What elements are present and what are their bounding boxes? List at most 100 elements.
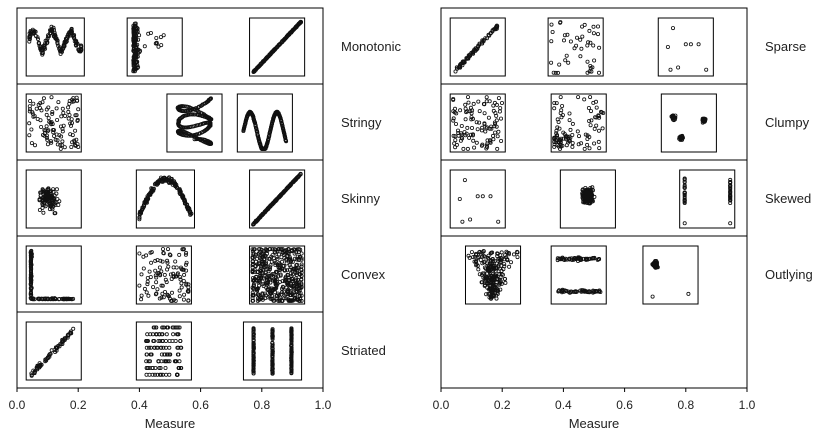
scatter-point: [163, 277, 168, 282]
scatter-point: [251, 354, 256, 359]
scatter-point: [456, 133, 461, 138]
scatter-point: [468, 217, 473, 222]
scatter-point: [553, 70, 558, 75]
scatter-point: [271, 200, 276, 205]
scatter-point: [491, 103, 496, 108]
scatter-point: [556, 144, 561, 149]
scatter-point: [155, 372, 160, 377]
scatter-point: [58, 142, 63, 147]
scatter-point: [145, 196, 150, 201]
row-label-skinny: Skinny: [341, 191, 381, 206]
scatter-point: [583, 132, 588, 137]
scatter-point: [289, 343, 294, 348]
scatter-point: [258, 62, 263, 67]
scatter-point: [486, 264, 491, 269]
scatter-point: [60, 129, 65, 134]
thumbnail-frame: [166, 93, 223, 153]
scatter-point: [40, 201, 45, 206]
scatter-point: [177, 325, 182, 330]
thumbnail-stringy-2: [166, 93, 223, 153]
scatter-point: [575, 35, 580, 40]
scatter-point: [62, 145, 67, 150]
scatter-point: [147, 192, 152, 197]
thumbnail-outlying-2: [550, 245, 607, 305]
scatter-point: [682, 191, 687, 196]
scatter-point: [484, 95, 489, 100]
scatter-point: [485, 145, 490, 150]
scatter-point: [157, 332, 162, 337]
scatter-point: [549, 39, 554, 44]
scatter-point: [260, 282, 265, 287]
scatter-point: [132, 69, 137, 74]
scatter-point: [173, 298, 178, 303]
scatter-point: [285, 268, 290, 273]
scatter-point: [64, 39, 69, 44]
scatter-point: [451, 118, 456, 123]
scatter-point: [163, 365, 168, 370]
scatter-point: [465, 125, 470, 130]
scatter-point: [137, 212, 142, 217]
scatter-point: [284, 285, 289, 290]
scatter-point: [67, 101, 72, 106]
scatter-point: [485, 261, 490, 266]
scatter-point: [468, 132, 473, 137]
scatter-point: [682, 194, 687, 199]
scatter-point: [41, 96, 46, 101]
scatter-point: [585, 43, 590, 48]
scatter-point: [470, 132, 475, 137]
thumbnail-skewed-3: [679, 169, 736, 229]
scatter-point: [145, 279, 150, 284]
scatter-point: [474, 140, 479, 145]
thumbnail-sparse-3: [657, 17, 714, 77]
scatter-point: [289, 347, 294, 352]
scatter-point: [28, 99, 33, 104]
scatter-point: [257, 279, 262, 284]
scatter-point: [173, 183, 178, 188]
scatter-point: [44, 124, 49, 129]
scatter-point: [581, 288, 586, 293]
scatter-point: [455, 128, 460, 133]
scatter-point: [40, 100, 45, 105]
scatter-point: [599, 109, 604, 114]
scatter-point: [277, 298, 282, 303]
scatter-point: [585, 142, 590, 147]
scatter-point: [27, 107, 32, 112]
scatter-point: [178, 277, 183, 282]
scatter-point: [251, 367, 256, 372]
scatter-point: [66, 333, 71, 338]
scatter-point: [182, 272, 187, 277]
scatter-point: [282, 279, 287, 284]
scatter-point: [286, 247, 291, 252]
scatter-point: [186, 282, 191, 287]
scatter-point: [27, 31, 32, 36]
x-tick-label: 0.4: [131, 398, 148, 412]
scatter-point: [171, 265, 176, 270]
scatter-point: [273, 262, 278, 267]
scatter-point: [578, 37, 583, 42]
thumbnail-stringy-1: [25, 93, 82, 153]
scatter-point: [299, 284, 304, 289]
scatter-point: [592, 58, 597, 63]
scatter-point: [682, 200, 687, 205]
scatter-point: [190, 112, 195, 117]
scatter-point: [48, 139, 53, 144]
scatter-point: [132, 53, 137, 58]
scatter-point: [41, 194, 46, 199]
scatter-point: [255, 292, 260, 297]
thumbnail-monotonic-1: [25, 17, 85, 77]
scatter-point: [251, 369, 256, 374]
scatter-point: [484, 143, 489, 148]
scatter-point: [289, 362, 294, 367]
scatter-point: [64, 296, 69, 301]
scatter-point: [175, 352, 180, 357]
scatter-point: [281, 38, 286, 43]
scatter-point: [549, 60, 554, 65]
scatter-point: [29, 127, 34, 132]
scatter-point: [276, 274, 281, 279]
scatter-point: [165, 247, 170, 252]
scatter-point: [271, 298, 276, 303]
scatter-point: [460, 136, 465, 141]
scatter-point: [475, 194, 480, 199]
scatter-point: [477, 120, 482, 125]
scatter-point: [133, 63, 138, 68]
